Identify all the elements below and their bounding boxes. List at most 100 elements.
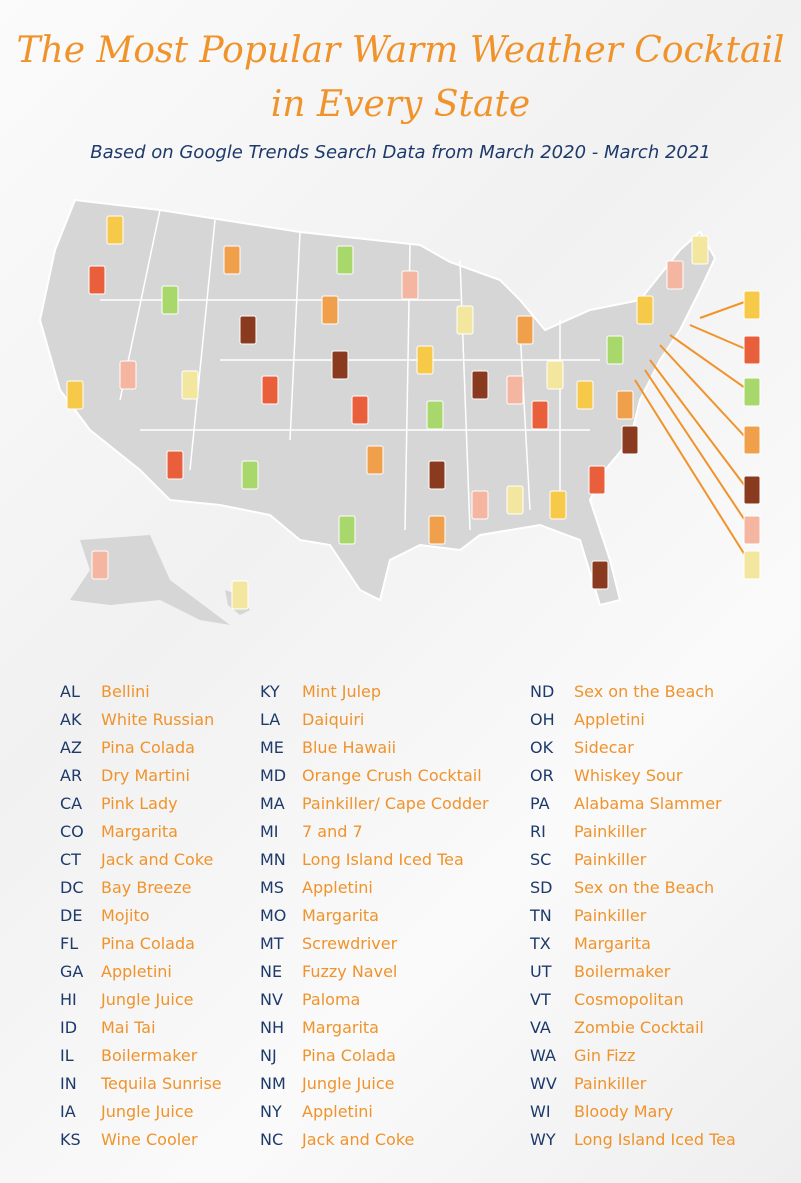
title-line: in Every State [270,84,531,125]
cocktail-name: Jungle Juice [302,1074,395,1093]
state-abbr: WY [530,1130,556,1149]
cocktail-name: Fuzzy Navel [302,962,398,981]
cocktail-name: Gin Fizz [574,1046,636,1065]
cocktail-name: Appletini [302,878,373,897]
cocktail-icon [621,425,639,455]
state-abbr: FL [60,934,79,953]
state-abbr: MS [260,878,284,897]
state-abbr: ID [60,1018,78,1037]
state-abbr: HI [60,990,77,1009]
state-abbr: AR [60,766,83,785]
cocktail-name: Margarita [574,934,651,953]
state-abbr: IN [60,1074,77,1093]
cocktail-name: Long Island Iced Tea [574,1130,736,1149]
cocktail-icon [691,235,709,265]
alaska [70,535,230,625]
cocktail-name: Appletini [574,710,645,729]
cocktail-name: Bay Breeze [101,878,192,897]
state-abbr: MO [260,906,287,925]
state-abbr: UT [530,962,552,981]
state-abbr: MT [260,934,284,953]
cocktail-icon [666,260,684,290]
state-abbr: WV [530,1074,557,1093]
cocktail-icon [743,550,761,580]
cocktail-icon [119,360,137,390]
cocktail-name: Jungle Juice [101,990,194,1009]
cocktail-icon [166,450,184,480]
state-abbr: NV [260,990,283,1009]
cocktail-name: Appletini [302,1102,373,1121]
state-abbr: AZ [60,738,82,757]
state-abbr: IA [60,1102,76,1121]
cocktail-icon [351,395,369,425]
state-abbr: OK [530,738,554,757]
state-abbr: VT [530,990,551,1009]
callout-lines [634,299,751,561]
cocktail-name: Pina Colada [101,738,195,757]
cocktail-name: Painkiller [574,906,647,925]
cocktail-name: Whiskey Sour [574,766,683,785]
cocktail-name: Boilermaker [574,962,671,981]
cocktail-icon [531,400,549,430]
cocktail-icon [516,315,534,345]
cocktail-icon [471,490,489,520]
cocktail-name: Pink Lady [101,794,178,813]
cocktail-name: Mai Tai [101,1018,156,1037]
state-abbr: VA [530,1018,551,1037]
cocktail-icon [426,400,444,430]
cocktail-name: Jungle Juice [101,1102,194,1121]
cocktail-name: Margarita [302,1018,379,1037]
cocktail-icon [261,375,279,405]
cocktail-name: Jack and Coke [101,850,214,869]
cocktail-name: Margarita [302,906,379,925]
cocktail-icon [743,475,761,505]
cocktail-name: Cosmopolitan [574,990,684,1009]
state-abbr: CT [60,850,81,869]
cocktail-icon [241,460,259,490]
cocktail-icon [91,550,109,580]
state-abbr: SD [530,878,553,897]
cocktail-icon [161,285,179,315]
cocktail-icon [66,380,84,410]
cocktail-name: Painkiller [574,850,647,869]
cocktail-name: Sidecar [574,738,634,757]
cocktail-name: Mint Julep [302,682,382,701]
cocktail-name: Blue Hawaii [302,738,397,757]
cocktail-name: Painkiller [574,1074,647,1093]
title-line: The Most Popular Warm Weather Cocktail [16,30,785,71]
cocktail-name: Appletini [101,962,172,981]
cocktail-name: White Russian [101,710,215,729]
cocktail-name: Dry Martini [101,766,190,785]
cocktail-icon [231,580,249,610]
cocktail-icon [606,335,624,365]
state-abbr: MN [260,850,286,869]
state-abbr: LA [260,710,281,729]
cocktail-icon [471,370,489,400]
state-abbr: RI [530,822,546,841]
subtitle: Based on Google Trends Search Data from … [90,142,711,163]
state-abbr: NJ [260,1046,277,1065]
state-abbr: MA [260,794,285,813]
cocktail-icons [66,215,761,610]
cocktail-name: Alabama Slammer [574,794,722,813]
state-abbr: IL [60,1046,74,1065]
state-abbr: AK [60,710,82,729]
cocktail-icon [456,305,474,335]
cocktail-icon [743,335,761,365]
cocktail-icon [331,350,349,380]
cocktail-name: Long Island Iced Tea [302,850,464,869]
cocktail-icon [366,445,384,475]
cocktail-icon [106,215,124,245]
cocktail-icon [549,490,567,520]
cocktail-name: Bellini [101,682,150,701]
state-abbr: KS [60,1130,81,1149]
cocktail-name: Pina Colada [101,934,195,953]
map [38,198,761,625]
cocktail-name: Jack and Coke [302,1130,415,1149]
cocktail-name: Pina Colada [302,1046,396,1065]
state-abbr: NC [260,1130,284,1149]
cocktail-name: Sex on the Beach [574,682,715,701]
state-abbr: AL [60,682,80,701]
state-abbr: GA [60,962,84,981]
